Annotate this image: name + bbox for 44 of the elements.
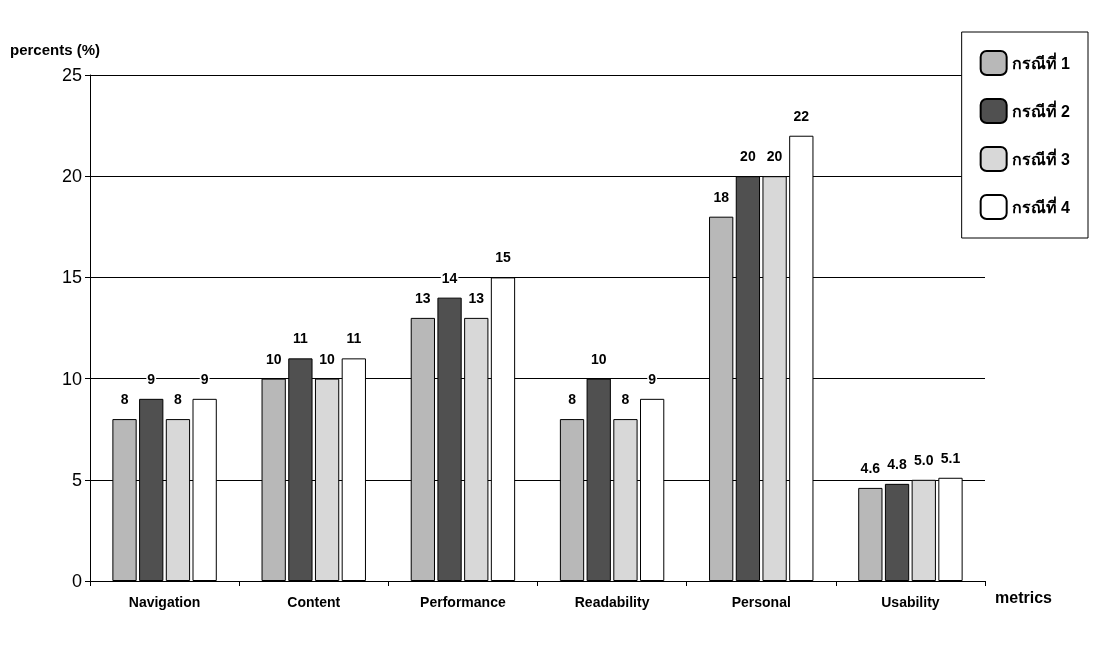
data-label: 9 [648,370,657,387]
bar [884,483,910,581]
data-label: 10 [265,350,282,367]
x-tick-label: Personal [731,594,791,610]
x-tick-label: Usability [881,594,940,610]
x-axis-title: metrics [995,588,1053,606]
data-label: 4.6 [860,459,881,476]
data-label: 5.1 [940,449,961,466]
y-tick-label: 0 [71,571,82,591]
x-tick-label: Readability [574,594,650,610]
data-label: 5.0 [914,451,934,468]
data-label: 20 [740,148,756,165]
data-label: 10 [590,350,607,367]
data-label: 8 [621,391,630,408]
legend-label: กรณีที่ 4 [1011,195,1071,216]
data-label: 10 [319,350,336,367]
x-tick-label: Performance [420,594,506,610]
data-label: 8 [174,391,183,408]
x-tick-label: Content [287,594,341,610]
data-label: 9 [147,370,156,387]
legend-label: กรณีที่ 3 [1011,147,1071,168]
data-label: 8 [120,391,129,408]
legend-label: กรณีที่ 1 [1011,51,1071,72]
data-label: 11 [292,330,308,347]
y-tick-label: 25 [61,65,82,85]
legend-label: กรณีที่ 2 [1011,99,1071,120]
bar [858,487,883,581]
data-label: 11 [346,330,362,347]
data-label: 8 [568,391,577,408]
y-tick-label: 5 [71,469,82,490]
data-label: 13 [415,289,431,306]
data-label: 4.8 [887,455,907,472]
data-label: 9 [200,370,209,387]
y-tick-label: 20 [61,166,82,187]
x-tick-label: Navigation [128,594,201,610]
data-label: 15 [495,249,511,266]
data-label: 13 [468,289,485,306]
data-label: 20 [766,148,783,165]
data-label: 14 [441,269,458,286]
y-tick-label: 15 [61,267,82,288]
data-label: 22 [793,107,810,124]
data-label: 18 [713,188,730,205]
y-tick-label: 10 [61,368,82,389]
y-axis-title: percents (%) [10,41,101,58]
